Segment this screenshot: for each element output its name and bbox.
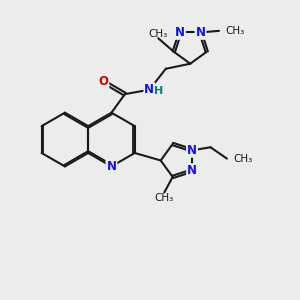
- Text: N: N: [144, 83, 154, 96]
- Text: H: H: [154, 86, 164, 97]
- Text: CH₃: CH₃: [155, 193, 174, 203]
- Text: CH₃: CH₃: [233, 154, 253, 164]
- Text: N: N: [187, 164, 197, 177]
- Text: CH₃: CH₃: [225, 26, 244, 36]
- Text: CH₃: CH₃: [149, 29, 168, 39]
- Text: N: N: [106, 160, 116, 173]
- Text: N: N: [175, 26, 185, 39]
- Text: N: N: [187, 144, 197, 157]
- Text: N: N: [196, 26, 206, 39]
- Text: O: O: [98, 75, 108, 88]
